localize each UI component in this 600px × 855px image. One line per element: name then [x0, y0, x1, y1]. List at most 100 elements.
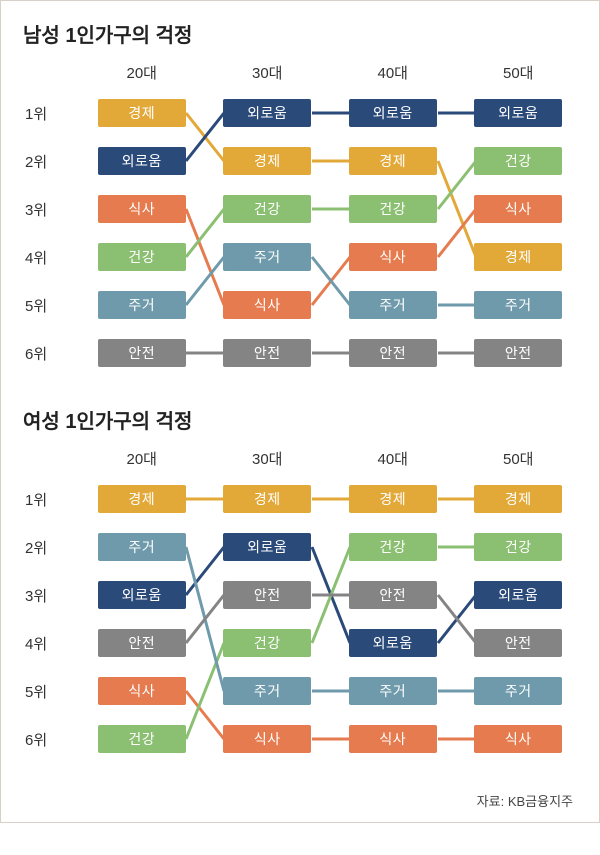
cells: 식사주거주거주거 — [79, 677, 581, 705]
rank-row: 5위식사주거주거주거 — [19, 667, 581, 715]
rank-label: 2위 — [19, 151, 79, 172]
rank-row: 1위경제 외로움 외로움 외로움 — [19, 89, 581, 137]
category-chip: 외로움 — [98, 581, 186, 609]
cell: 외로움 — [456, 581, 582, 609]
category-chip: 경제 — [474, 243, 562, 271]
category-chip: 경제 — [223, 485, 311, 513]
cells: 외로움경제경제건강 — [79, 147, 581, 175]
category-chip: 외로움 — [223, 533, 311, 561]
column-headers: 20대30대40대50대 — [79, 448, 581, 475]
category-chip: 식사 — [349, 243, 437, 271]
category-chip: 식사 — [98, 195, 186, 223]
cell: 건강 — [456, 533, 582, 561]
cell: 경제 — [205, 147, 331, 175]
source-text: 자료: KB금융지주 — [19, 791, 581, 810]
rank-row: 4위건강주거식사경제 — [19, 233, 581, 281]
rank-row: 4위 안전 건강외로움 안전 — [19, 619, 581, 667]
cell: 안전 — [205, 581, 331, 609]
cell: 식사 — [456, 195, 582, 223]
rank-row: 6위안전안전안전안전 — [19, 329, 581, 377]
rows-container: 1위경제외로움외로움외로움2위외로움경제경제건강3위식사건강건강식사4위건강주거… — [19, 89, 581, 377]
category-chip: 주거 — [98, 291, 186, 319]
cell: 주거 — [79, 291, 205, 319]
category-chip: 건강 — [98, 243, 186, 271]
cell: 안전 — [456, 339, 582, 367]
category-chip: 경제 — [474, 485, 562, 513]
cell: 안전 — [205, 339, 331, 367]
category-chip: 외로움 — [349, 99, 437, 127]
cells: 안전 건강외로움 안전 — [79, 629, 581, 657]
category-chip: 안전 — [474, 339, 562, 367]
rank-label: 1위 — [19, 489, 79, 510]
cell: 경제 — [456, 485, 582, 513]
cell: 외로움 — [79, 147, 205, 175]
cell: 건강 — [79, 725, 205, 753]
column-header: 30대 — [205, 448, 331, 475]
cell: 경제 — [79, 485, 205, 513]
category-chip: 식사 — [223, 725, 311, 753]
column-header: 50대 — [456, 448, 582, 475]
category-chip: 주거 — [474, 677, 562, 705]
cell: 식사 — [205, 725, 331, 753]
cell: 식사 — [330, 243, 456, 271]
cell: 주거 — [456, 291, 582, 319]
category-chip: 안전 — [223, 339, 311, 367]
cell: 외로움 — [79, 581, 205, 609]
category-chip: 외로움 — [474, 99, 562, 127]
cell: 경제 — [330, 485, 456, 513]
cell: 안전 — [330, 581, 456, 609]
category-chip: 안전 — [349, 339, 437, 367]
cell: 건강 — [330, 533, 456, 561]
rank-label: 3위 — [19, 199, 79, 220]
cell: 경제 — [205, 485, 331, 513]
rank-label: 4위 — [19, 633, 79, 654]
cell: 경제 — [330, 147, 456, 175]
category-chip: 안전 — [98, 629, 186, 657]
rank-label: 6위 — [19, 343, 79, 364]
cells: 주거식사주거주거 — [79, 291, 581, 319]
chart-grid: 20대30대40대50대1위경제경제경제경제2위주거외로움건강건강3위외로움안전… — [19, 448, 581, 763]
category-chip: 주거 — [474, 291, 562, 319]
rank-row: 3위외로움안전안전외로움 — [19, 571, 581, 619]
cell: 외로움 — [456, 99, 582, 127]
infographic-root: 남성 1인가구의 걱정20대30대40대50대1위경제외로움외로움외로움2위외로… — [19, 19, 581, 763]
category-chip: 경제 — [349, 147, 437, 175]
cell: 외로움 — [205, 99, 331, 127]
cell: 식사 — [456, 725, 582, 753]
cell: 안전 — [79, 339, 205, 367]
cell: 식사 — [205, 291, 331, 319]
rank-row: 2위외로움경제경제건강 — [19, 137, 581, 185]
chart-title: 남성 1인가구의 걱정 — [23, 19, 581, 48]
chart-title: 여성 1인가구의 걱정 — [23, 405, 581, 434]
cell: 건강 — [205, 629, 331, 657]
category-chip: 경제 — [98, 485, 186, 513]
cell: 건강 — [456, 147, 582, 175]
category-chip: 주거 — [223, 677, 311, 705]
cell: 건강 — [205, 195, 331, 223]
male-chart: 남성 1인가구의 걱정20대30대40대50대1위경제외로움외로움외로움2위외로… — [19, 19, 581, 377]
category-chip: 건강 — [349, 195, 437, 223]
cells: 외로움안전안전외로움 — [79, 581, 581, 609]
rank-label: 5위 — [19, 681, 79, 702]
chart-grid: 20대30대40대50대1위경제외로움외로움외로움2위외로움경제경제건강3위식사… — [19, 62, 581, 377]
category-chip: 안전 — [474, 629, 562, 657]
cell: 주거 — [205, 677, 331, 705]
category-chip: 건강 — [98, 725, 186, 753]
rank-row: 6위건강식사식사식사 — [19, 715, 581, 763]
cell: 식사 — [79, 677, 205, 705]
category-chip: 식사 — [223, 291, 311, 319]
rank-label: 2위 — [19, 537, 79, 558]
cell: 경제 — [79, 99, 205, 127]
column-header: 50대 — [456, 62, 582, 89]
cell: 건강 — [79, 243, 205, 271]
column-header: 40대 — [330, 448, 456, 475]
cell: 외로움 — [330, 629, 456, 657]
category-chip: 주거 — [223, 243, 311, 271]
cell: 외로움 — [205, 533, 331, 561]
rows-container: 1위경제경제경제경제2위주거외로움건강건강3위외로움안전안전외로움4위안전건강외… — [19, 475, 581, 763]
rank-label: 3위 — [19, 585, 79, 606]
rank-label: 1위 — [19, 103, 79, 124]
rank-label: 6위 — [19, 729, 79, 750]
category-chip: 외로움 — [223, 99, 311, 127]
rank-row: 5위주거식사주거주거 — [19, 281, 581, 329]
